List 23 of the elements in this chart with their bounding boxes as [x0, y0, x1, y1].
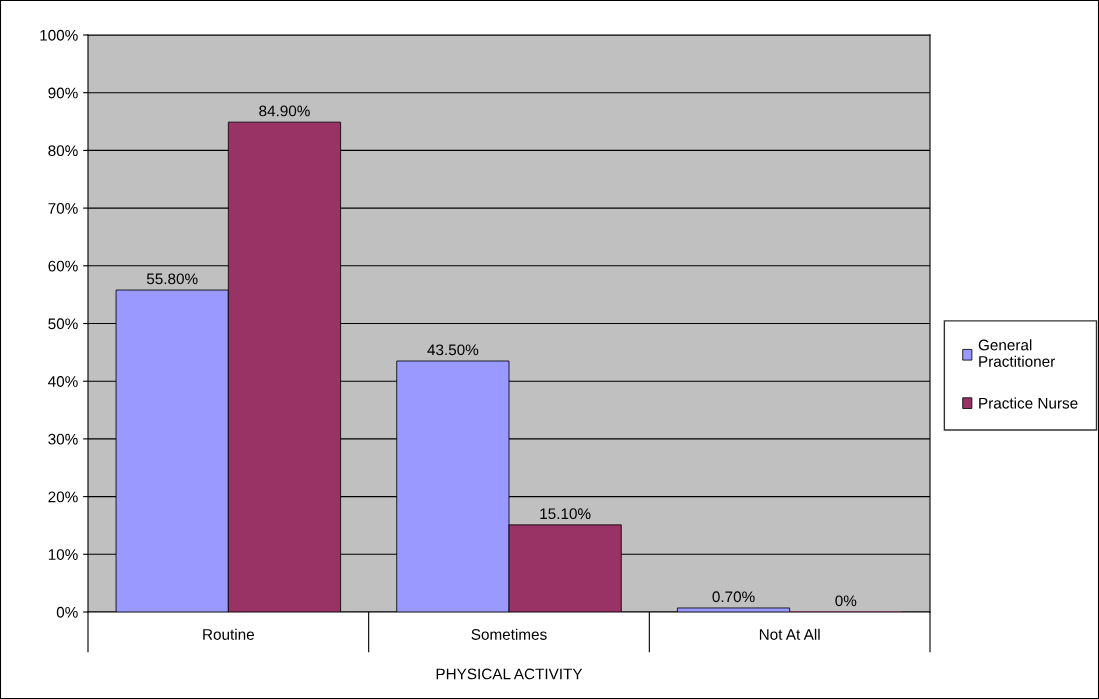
y-tick-label: 60%: [48, 260, 78, 272]
data-label: 84.90%: [259, 105, 310, 117]
y-tick-label: 90%: [48, 87, 78, 99]
data-label: 43.50%: [427, 344, 479, 356]
y-tick-label: 70%: [48, 202, 78, 214]
x-tick-label: Not At All: [759, 628, 820, 640]
y-tick-label: 80%: [48, 145, 78, 157]
data-label: 55.80%: [146, 273, 198, 285]
y-tick-label: 30%: [48, 433, 78, 445]
y-tick-label: 0%: [56, 606, 78, 618]
data-label: 0.70%: [712, 591, 755, 603]
y-tick-label: 40%: [48, 376, 78, 387]
x-tick-label: Sometimes: [471, 628, 547, 640]
y-tick-label: 10%: [48, 549, 78, 560]
data-label: 0%: [835, 595, 857, 607]
y-tick-label: 100%: [40, 29, 78, 41]
x-axis-title: PHYSICAL ACTIVITY: [436, 668, 583, 680]
legend-label: General Practitioner: [978, 339, 1055, 367]
legend-label: Practice Nurse: [979, 397, 1078, 409]
y-tick-label: 50%: [48, 318, 78, 330]
data-label: 15.10%: [540, 508, 591, 520]
y-tick-label: 20%: [48, 491, 78, 503]
x-tick-label: Routine: [203, 628, 254, 640]
